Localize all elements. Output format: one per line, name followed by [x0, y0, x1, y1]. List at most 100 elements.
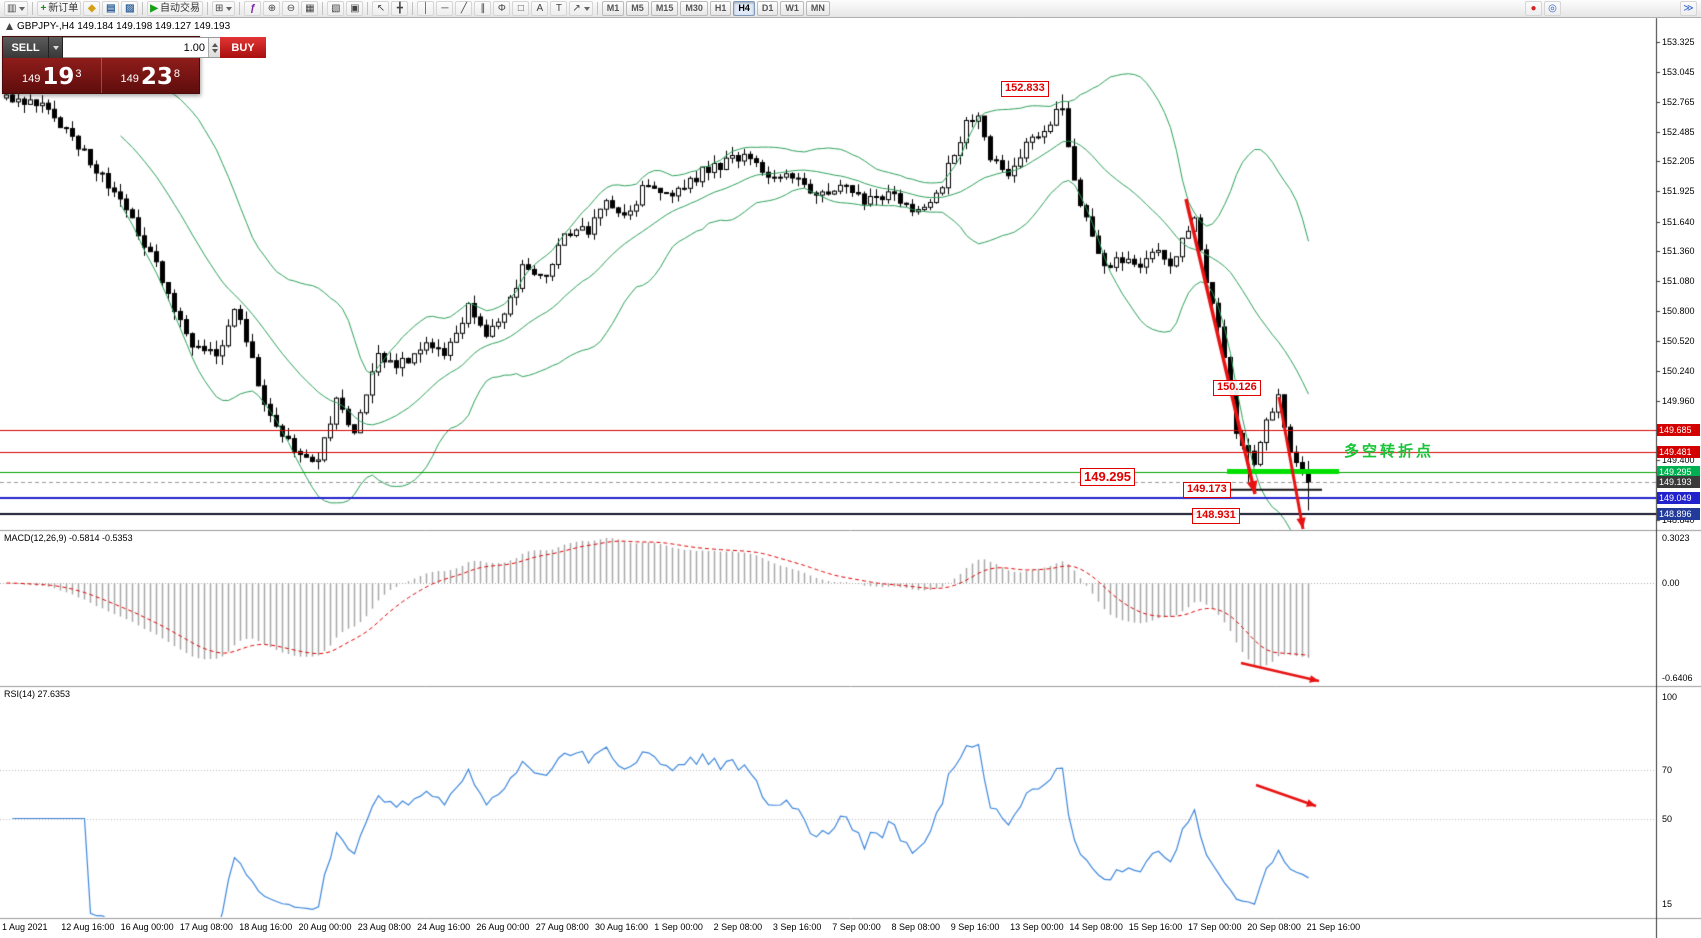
toolbar-separator — [142, 2, 144, 15]
price-callout-152.833[interactable]: 152.833 — [1001, 81, 1049, 97]
macd-scale[interactable]: 0.3023 0.00 -0.6406 — [1656, 0, 1701, 938]
fibonacci-button[interactable]: Φ — [493, 1, 511, 16]
navigator-button[interactable]: ▨ — [121, 1, 139, 16]
tile-windows-button[interactable]: ▧ — [327, 1, 345, 16]
trade-panel-controls: SELL BUY — [3, 37, 266, 58]
text-button[interactable]: A — [531, 1, 549, 16]
toolbar-separator — [412, 2, 414, 15]
volume-field — [63, 37, 220, 58]
buy-button[interactable]: BUY — [220, 37, 266, 58]
order-type-dropdown[interactable] — [49, 37, 63, 58]
timeframe-h4-button[interactable]: H4 — [733, 1, 755, 16]
timeframe-m15-button[interactable]: M15 — [650, 1, 679, 16]
buy-price-big: 23 — [140, 64, 173, 90]
sell-price[interactable]: 149 19 3 — [3, 58, 101, 93]
sell-price-sup: 3 — [75, 68, 82, 80]
price-tick: 149.960 — [1662, 395, 1695, 406]
vertical-line-button[interactable]: │ — [417, 1, 435, 16]
alert-icon[interactable]: ● — [1525, 1, 1542, 16]
time-label: 1 Aug 2021 — [2, 922, 48, 932]
trendline-icon: ╱ — [460, 2, 467, 14]
time-label: 13 Sep 00:00 — [1010, 922, 1064, 932]
timeframe-m30-button[interactable]: M30 — [680, 1, 708, 16]
cascade-windows-button[interactable]: ▣ — [346, 1, 364, 16]
price-callout-150.126[interactable]: 150.126 — [1213, 380, 1261, 396]
sell-price-big: 19 — [42, 64, 75, 90]
time-label: 3 Sep 16:00 — [772, 922, 822, 932]
zoom-in-icon: ⊕ — [267, 2, 277, 14]
new-order-button[interactable]: + 新订单 — [37, 1, 82, 16]
grid-button[interactable]: ▦ — [301, 1, 319, 16]
scroll-end-icon[interactable]: ≫ — [1680, 1, 1697, 16]
macd-tick: 0.00 — [1662, 578, 1680, 588]
sell-button[interactable]: SELL — [3, 37, 49, 58]
price-scale[interactable]: 153.325 153.045 152.765 152.485 152.205 151.9… — [1656, 0, 1701, 938]
crosshair-button[interactable]: ╋ — [391, 1, 409, 16]
autotrading-button-label: 自动交易 — [160, 2, 200, 14]
volume-up-icon[interactable] — [211, 42, 218, 47]
buy-price[interactable]: 149 23 8 — [100, 58, 200, 93]
toolbar-separator — [239, 2, 241, 15]
timeframe-d1-button[interactable]: D1 — [756, 1, 779, 16]
time-label: 26 Aug 00:00 — [476, 922, 530, 932]
time-label: 24 Aug 16:00 — [417, 922, 471, 932]
arrows-icon: ↗ — [572, 2, 581, 14]
timeframe-m1-button[interactable]: M1 — [601, 1, 625, 16]
price-callout-149.173[interactable]: 149.173 — [1183, 482, 1231, 498]
zoom-in-button[interactable]: ⊕ — [263, 1, 281, 16]
timeframe-mn-button[interactable]: MN — [805, 1, 830, 16]
autotrading-icon: ▶ — [150, 2, 158, 14]
timeframe-m5-button[interactable]: M5 — [626, 1, 649, 16]
trendline-button[interactable]: ╱ — [455, 1, 473, 16]
zoom-out-button[interactable]: ⊖ — [282, 1, 300, 16]
price-tick: 153.045 — [1662, 66, 1695, 77]
chart-style-button[interactable]: ▥ — [4, 1, 29, 16]
price-callout-148.931[interactable]: 148.931 — [1192, 508, 1240, 524]
cascade-windows-icon: ▣ — [350, 2, 360, 14]
autotrading-button[interactable]: ▶ 自动交易 — [147, 1, 203, 16]
time-axis[interactable]: 1 Aug 2021 12 Aug 16:00 16 Aug 00:00 17 Aug… — [0, 919, 1656, 938]
timeframe-w1-button[interactable]: W1 — [780, 1, 804, 16]
volume-input[interactable] — [63, 38, 208, 57]
profiles-button[interactable]: ⊞ — [212, 1, 236, 16]
market-watch-icon: ▤ — [106, 2, 116, 14]
cursor-button[interactable]: ↖ — [372, 1, 390, 16]
price-badge-149.295: 149.295 — [1657, 465, 1700, 478]
annotation-text[interactable]: 多空转折点 — [1344, 443, 1435, 460]
market-watch-button[interactable]: ▤ — [102, 1, 120, 16]
time-label: 17 Aug 08:00 — [179, 922, 233, 932]
price-tick: 151.925 — [1662, 186, 1695, 197]
metaeditor-icon: ◆ — [87, 2, 96, 14]
chevron-down-icon — [52, 45, 59, 50]
rsi-tick: 100 — [1662, 692, 1678, 702]
rsi-scale[interactable]: 100 70 50 15 — [1656, 0, 1701, 938]
time-label: 16 Aug 00:00 — [120, 922, 174, 932]
new-order-button-label: 新订单 — [48, 2, 79, 14]
timeframe-h1-button[interactable]: H1 — [709, 1, 732, 16]
time-label: 15 Sep 16:00 — [1128, 922, 1183, 932]
time-label: 18 Aug 16:00 — [239, 922, 293, 932]
volume-stepper[interactable] — [208, 38, 220, 57]
volume-down-icon[interactable] — [211, 48, 218, 53]
channel-button[interactable]: ∥ — [474, 1, 492, 16]
horizontal-line-button[interactable]: ─ — [436, 1, 454, 16]
fibonacci-icon: Φ — [497, 2, 506, 14]
chart-symbol-icon — [6, 23, 13, 30]
shapes-icon: □ — [517, 2, 524, 14]
rsi-tick: 15 — [1662, 898, 1673, 909]
one-click-trading-panel: SELL BUY 149 19 3 149 23 8 — [2, 36, 266, 94]
toolbar-separator — [367, 2, 369, 15]
label-button[interactable]: T — [550, 1, 568, 16]
shapes-button[interactable]: □ — [512, 1, 530, 16]
arrows-button[interactable]: ↗ — [569, 1, 593, 16]
price-tick: 152.485 — [1662, 126, 1695, 137]
rsi-tick: 70 — [1662, 764, 1673, 775]
price-tick: 152.765 — [1662, 96, 1695, 107]
grid-icon: ▦ — [305, 2, 315, 14]
price-callout-149.295[interactable]: 149.295 — [1080, 468, 1135, 487]
metaeditor-button[interactable]: ◆ — [83, 1, 101, 16]
indicators-button[interactable]: ƒ — [244, 1, 262, 16]
community-icon[interactable]: ◎ — [1544, 1, 1561, 16]
time-label: 20 Sep 08:00 — [1247, 922, 1301, 932]
